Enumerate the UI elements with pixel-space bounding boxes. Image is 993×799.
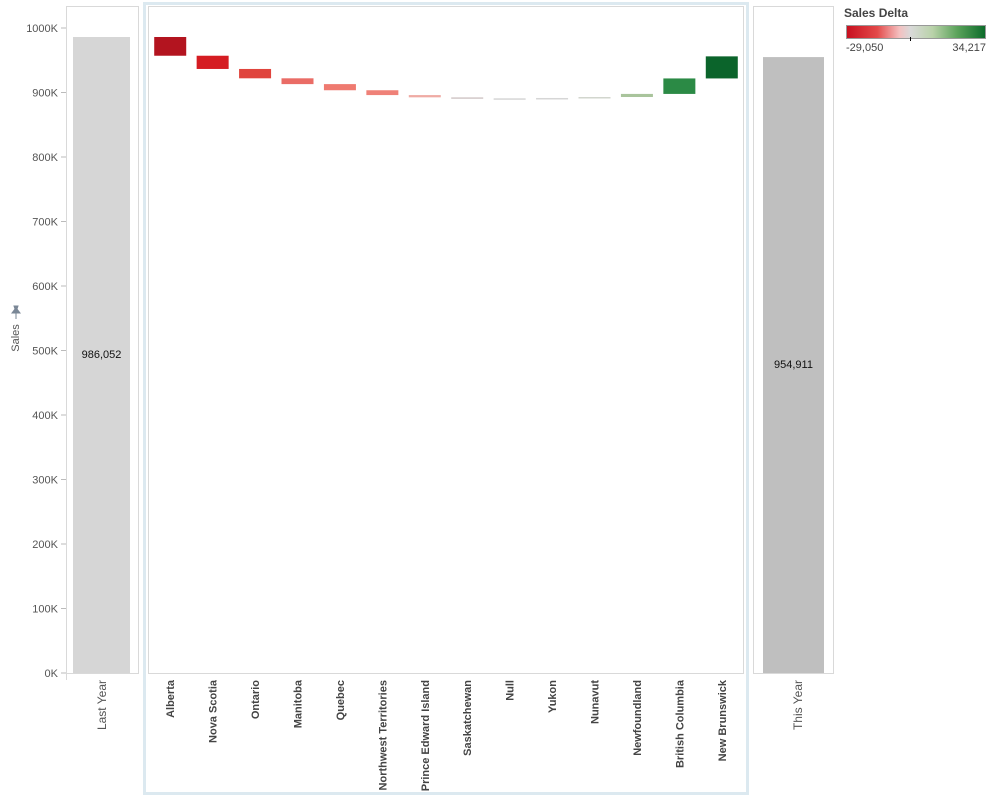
x-label-ontario: Ontario (250, 680, 262, 719)
x-label-northwest-territories: Northwest Territories (377, 680, 389, 790)
bar-label-this-year: 954,911 (774, 359, 813, 371)
bar-this-year (763, 57, 824, 674)
bar-delta-prince-edward-island (408, 95, 441, 98)
legend-min-label: -29,050 (846, 42, 884, 54)
bar-delta-nova-scotia (196, 55, 229, 69)
bar-delta-ontario (239, 68, 272, 79)
y-axis-title: Sales (10, 324, 22, 352)
bar-delta-manitoba (281, 78, 314, 85)
legend-max-label: 34,217 (952, 42, 986, 54)
x-label-yukon: Yukon (547, 680, 559, 713)
y-tick-label: 500K (32, 346, 58, 358)
y-tick-label: 200K (32, 539, 58, 551)
y-tick-label: 300K (32, 475, 58, 487)
x-label-nunavut: Nunavut (590, 680, 602, 724)
x-label-saskatchewan: Saskatchewan (462, 680, 474, 756)
bar-delta-new-brunswick (705, 56, 738, 79)
bar-delta-newfoundland (620, 93, 653, 98)
x-label-prince-edward-island: Prince Edward Island (420, 680, 432, 791)
x-label-newfoundland: Newfoundland (632, 680, 644, 756)
bar-delta-british-columbia (663, 78, 696, 94)
y-tick-label: 0K (45, 668, 59, 680)
bar-delta-null (493, 98, 526, 100)
bar-delta-quebec (323, 84, 356, 91)
x-label-alberta: Alberta (165, 679, 177, 718)
pane-provinces-selected (143, 2, 749, 795)
y-tick-label: 100K (32, 604, 58, 616)
legend-zero-marker (910, 37, 911, 41)
y-tick-label: 900K (32, 88, 58, 100)
x-label-null: Null (505, 680, 517, 701)
bar-delta-alberta (154, 36, 187, 56)
legend-color-ramp (846, 25, 986, 39)
bar-delta-nunavut (578, 97, 611, 99)
x-label-nova-scotia: Nova Scotia (208, 679, 220, 743)
bar-delta-northwest-territories (366, 90, 399, 96)
x-label-this-year: This Year (791, 680, 805, 730)
x-label-quebec: Quebec (335, 680, 347, 720)
x-label-new-brunswick: New Brunswick (717, 679, 729, 761)
bar-label-last-year: 986,052 (82, 349, 122, 361)
x-label-manitoba: Manitoba (293, 679, 305, 728)
x-label-last-year: Last Year (95, 680, 109, 730)
bar-last-year (73, 36, 130, 673)
y-tick-label: 800K (32, 152, 58, 164)
pane-provinces (148, 6, 744, 674)
y-tick-label: 700K (32, 217, 58, 229)
x-label-british-columbia: British Columbia (674, 679, 686, 768)
legend-title: Sales Delta (844, 6, 909, 20)
y-tick-label: 400K (32, 410, 58, 422)
bar-delta-saskatchewan (451, 97, 484, 99)
y-tick-label: 1000K (26, 23, 58, 35)
y-tick-label: 600K (32, 281, 58, 293)
pin-icon (11, 305, 21, 319)
bar-delta-yukon (536, 97, 569, 100)
